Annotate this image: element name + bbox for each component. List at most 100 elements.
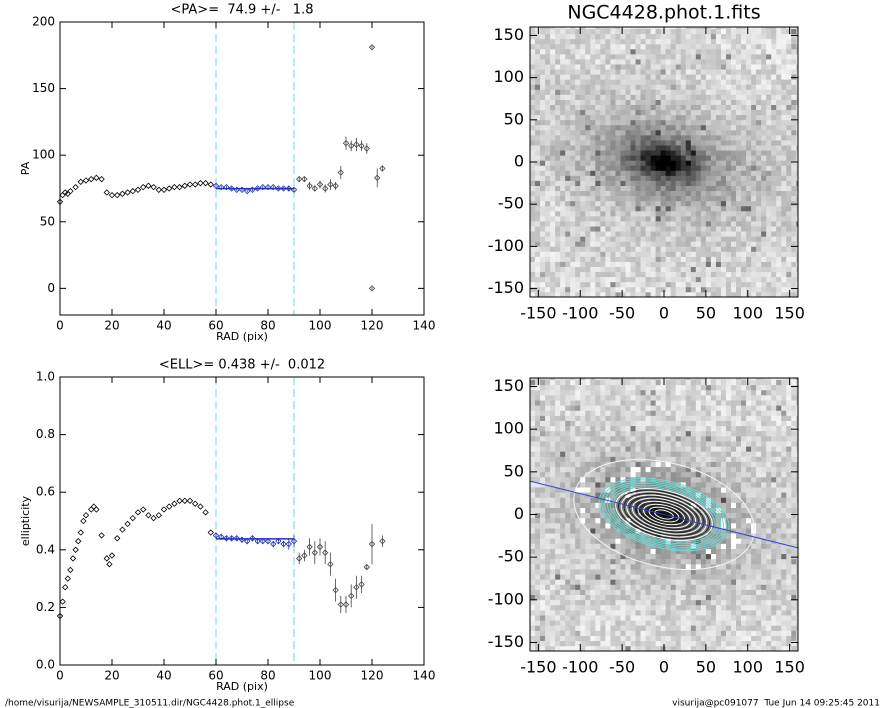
pixel xyxy=(796,89,798,95)
pixel xyxy=(590,441,596,447)
pixel xyxy=(560,415,566,421)
pixel xyxy=(766,246,772,252)
pixel xyxy=(766,281,772,288)
pixel xyxy=(620,410,626,416)
pixel xyxy=(690,216,697,222)
pixel xyxy=(545,175,551,181)
pixel xyxy=(685,599,692,606)
pixel xyxy=(600,251,606,257)
pixel xyxy=(655,231,662,237)
pixel xyxy=(680,246,687,252)
pixel xyxy=(635,461,641,468)
pixel xyxy=(565,400,571,406)
pixel xyxy=(540,569,546,575)
pixel xyxy=(670,38,677,45)
pixel xyxy=(771,180,777,186)
pixel xyxy=(620,378,626,381)
pixel xyxy=(766,231,772,237)
pixel xyxy=(670,180,677,186)
pixel xyxy=(720,165,727,171)
pixel xyxy=(610,476,616,483)
pixel xyxy=(635,226,641,232)
pixel xyxy=(751,54,757,60)
pixel xyxy=(605,466,611,473)
pixel xyxy=(530,610,536,616)
pixel xyxy=(670,389,677,396)
pixel xyxy=(590,584,596,590)
pixel xyxy=(585,210,591,217)
pixel xyxy=(700,38,707,45)
pixel xyxy=(635,281,641,288)
pixel xyxy=(690,645,697,651)
pixel xyxy=(665,579,672,585)
pixel xyxy=(590,512,596,519)
pixel xyxy=(585,236,591,242)
pixel xyxy=(570,630,576,636)
pixel xyxy=(550,140,556,146)
pixel xyxy=(715,281,722,288)
pixel xyxy=(776,89,782,95)
pixel xyxy=(580,563,586,570)
pixel xyxy=(680,54,687,60)
pixel xyxy=(645,281,651,288)
pixel xyxy=(695,94,702,100)
pixel xyxy=(535,574,541,580)
pixel xyxy=(771,251,777,257)
pixel xyxy=(695,246,702,252)
pixel xyxy=(720,160,727,166)
pixel xyxy=(685,119,692,126)
data-point xyxy=(160,186,168,193)
pixel xyxy=(705,200,712,207)
pixel xyxy=(756,236,762,242)
pixel xyxy=(555,625,561,631)
x-tick-label: 50 xyxy=(696,304,716,323)
pixel xyxy=(595,507,601,514)
pixel xyxy=(595,291,601,297)
pixel xyxy=(741,94,747,100)
pixel xyxy=(746,94,752,100)
pixel xyxy=(540,420,546,427)
pixel xyxy=(776,251,782,257)
pixel xyxy=(585,645,591,651)
pixel xyxy=(565,436,571,442)
pixel xyxy=(655,221,662,227)
pixel xyxy=(680,64,687,70)
pixel xyxy=(655,271,662,278)
pixel xyxy=(620,276,626,283)
pixel xyxy=(645,291,651,297)
pixel xyxy=(700,160,707,166)
pixel xyxy=(791,170,797,176)
pixel xyxy=(570,563,576,570)
pixel xyxy=(625,492,631,498)
pixel xyxy=(635,502,641,508)
pixel xyxy=(796,74,798,80)
pixel xyxy=(650,231,657,237)
pixel xyxy=(625,170,631,176)
pixel xyxy=(550,599,556,606)
pixel xyxy=(705,155,712,161)
pixel xyxy=(751,27,757,30)
pixel xyxy=(585,599,591,606)
pixel xyxy=(650,221,657,227)
pixel xyxy=(540,461,546,468)
pixel xyxy=(625,584,631,590)
pixel xyxy=(605,64,611,70)
pixel xyxy=(665,94,672,100)
pixel xyxy=(595,165,601,171)
pixel xyxy=(736,145,742,151)
pixel xyxy=(766,28,772,35)
data-point xyxy=(166,185,173,192)
pixel xyxy=(700,175,707,181)
pixel xyxy=(600,645,606,651)
pixel xyxy=(530,425,536,432)
pixel xyxy=(540,74,546,80)
pixel xyxy=(680,584,687,590)
pixel xyxy=(731,109,737,116)
pixel xyxy=(715,99,722,105)
pixel xyxy=(761,200,767,207)
pixel xyxy=(680,291,687,297)
pixel xyxy=(560,221,566,227)
pixel xyxy=(545,69,551,75)
pixel xyxy=(690,625,697,631)
pixel xyxy=(555,48,561,55)
